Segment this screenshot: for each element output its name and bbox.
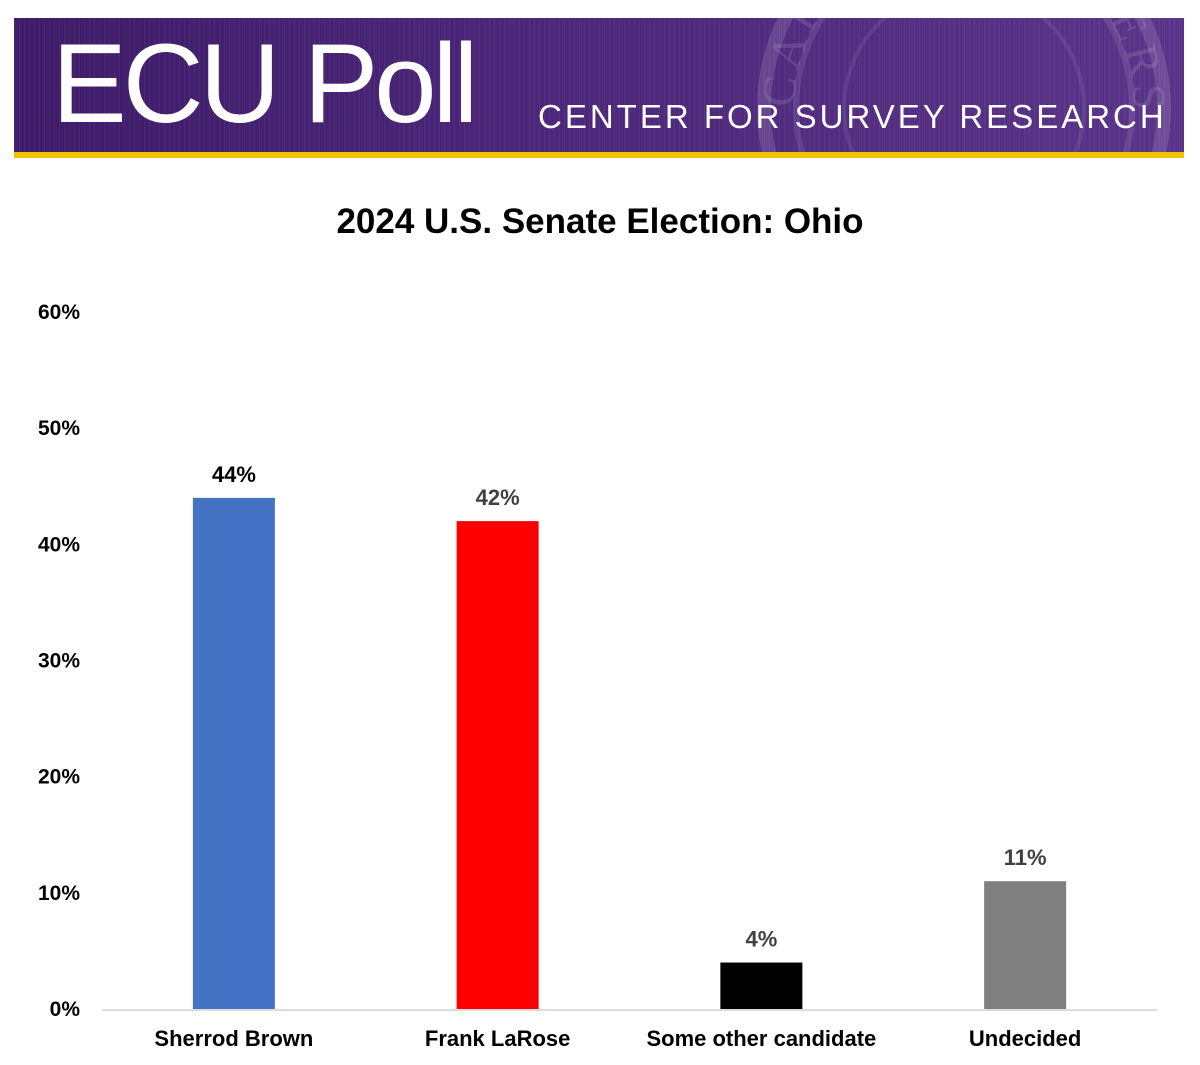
- y-tick-label: 10%: [38, 882, 80, 905]
- data-label: 4%: [745, 927, 777, 952]
- x-axis: Sherrod Brown Frank LaRose Some other cand…: [154, 1026, 1081, 1051]
- university-seal-icon: CAROLINA UNIVERSITY: [754, 18, 1171, 152]
- bar: [192, 497, 275, 1009]
- y-tick-label: 60%: [38, 301, 80, 324]
- bar: [720, 962, 803, 1009]
- x-tick-label: Undecided: [969, 1026, 1081, 1051]
- bar: [984, 881, 1067, 1009]
- y-tick-label: 40%: [38, 533, 80, 556]
- chart-title: 2024 U.S. Senate Election: Ohio: [336, 202, 864, 241]
- data-labels: 44% 42% 4% 11%: [212, 462, 1047, 952]
- x-tick-label: Sherrod Brown: [154, 1026, 313, 1051]
- y-tick-label: 20%: [38, 766, 80, 789]
- registered-mark: ®: [262, 44, 271, 58]
- banner-subtitle: CENTER FOR SURVEY RESEARCH: [538, 98, 1167, 135]
- x-tick-label: Some other candidate: [646, 1026, 876, 1051]
- brand-logo: ECU Poll: [52, 21, 478, 146]
- y-axis: 0% 10% 20% 30% 40% 50% 60%: [38, 301, 80, 1021]
- y-tick-label: 30%: [38, 650, 80, 673]
- header-banner: CAROLINA UNIVERSITY ECU Poll ® CENTER FO…: [14, 18, 1184, 152]
- bar: [456, 521, 539, 1009]
- bars: [192, 497, 1067, 1009]
- y-tick-label: 0%: [50, 998, 81, 1021]
- x-tick-label: Frank LaRose: [425, 1026, 571, 1051]
- y-tick-label: 50%: [38, 417, 80, 440]
- data-label: 42%: [476, 485, 520, 510]
- banner-gold-stripe: [14, 152, 1184, 158]
- data-label: 11%: [1004, 845, 1047, 870]
- data-label: 44%: [212, 462, 256, 487]
